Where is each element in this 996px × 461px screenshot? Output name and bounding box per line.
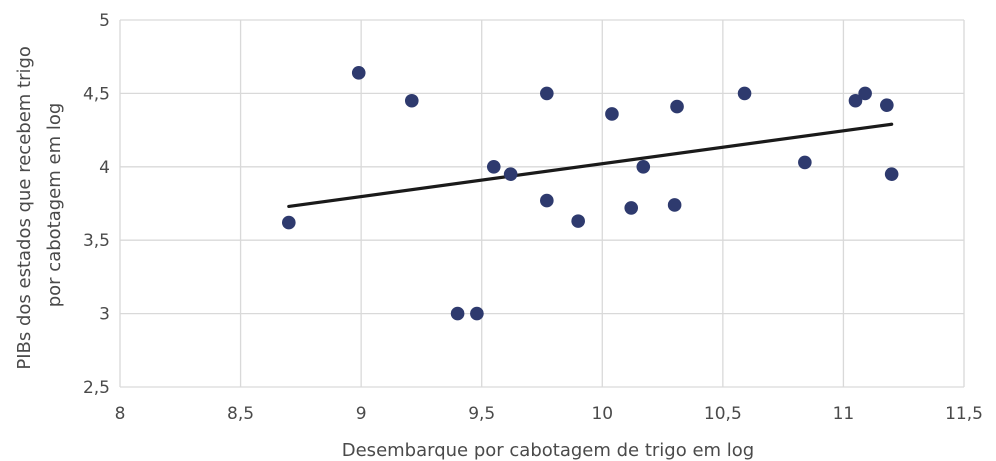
data-point	[636, 160, 651, 174]
data-point	[540, 193, 554, 208]
data-point	[667, 198, 682, 212]
x-tick-label: 9,5	[468, 404, 495, 424]
data-point	[404, 93, 419, 108]
data-point	[848, 93, 863, 108]
data-point	[798, 155, 812, 170]
data-point	[670, 99, 684, 114]
data-point	[450, 306, 465, 321]
tick-labels: 2,5 3 3,5 4 4,5 5 8 8,5 9 9,5 10 10,5 11 11,5	[83, 11, 983, 424]
y-axis-title-line-2: por cabotagem em log	[44, 103, 65, 308]
data-point	[880, 98, 894, 112]
x-tick-label: 10,5	[704, 404, 742, 424]
x-tick-label: 8,5	[227, 404, 254, 424]
y-tick-label: 4	[99, 158, 110, 178]
data-point	[351, 66, 366, 80]
data-point	[737, 86, 752, 101]
data-point	[282, 215, 296, 230]
y-tick-label: 3,5	[83, 231, 110, 251]
data-point	[540, 86, 554, 101]
x-tick-label: 9	[356, 404, 367, 424]
x-tick-label: 8	[115, 404, 126, 424]
data-point	[486, 160, 501, 174]
data-point	[858, 86, 872, 101]
y-axis-title: PIBs dos estados que recebem trigo por c…	[14, 40, 65, 369]
x-tick-label: 10	[591, 404, 613, 424]
data-point	[605, 107, 619, 121]
y-tick-label: 2,5	[83, 378, 110, 398]
trendline-group	[287, 122, 894, 209]
x-tick-label: 11,5	[945, 404, 983, 424]
x-axis-title: Desembarque por cabotagem de trigo em lo…	[342, 440, 754, 461]
data-points	[282, 66, 899, 321]
y-tick-label: 3	[99, 305, 110, 325]
trendline	[287, 122, 894, 209]
data-point	[624, 201, 639, 215]
data-point	[884, 167, 899, 181]
y-tick-label: 5	[99, 11, 110, 31]
x-tick-label: 11	[833, 404, 855, 424]
y-axis-title-line-1: PIBs dos estados que recebem trigo	[14, 46, 35, 370]
y-tick-label: 4,5	[83, 84, 110, 104]
data-point	[503, 167, 518, 181]
data-point	[571, 214, 585, 228]
data-point	[470, 306, 484, 321]
